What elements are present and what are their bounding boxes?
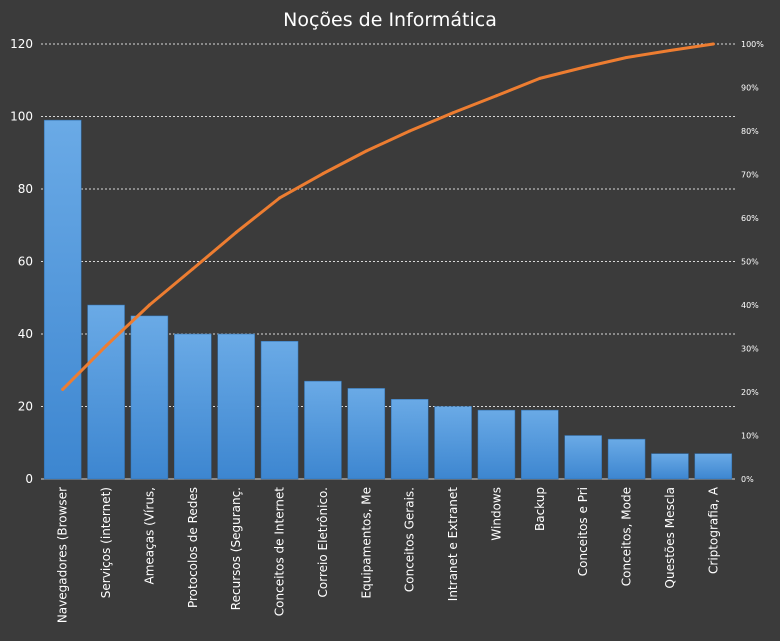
bar	[521, 409, 559, 480]
chart-title: Noções de Informática	[283, 9, 497, 31]
line-point	[61, 387, 65, 391]
cumulative-line	[61, 42, 715, 391]
y-tick-label: 120	[10, 37, 33, 51]
line-point	[278, 196, 282, 200]
category-label: Serviços (internet)	[99, 487, 113, 598]
line-point	[581, 65, 585, 69]
category-label: Equipamentos, Me	[359, 487, 373, 598]
category-labels: Navegadores (Browser Serviços (internet) A…	[56, 486, 721, 623]
bar	[174, 333, 212, 480]
category-label: Correio Eletrônico.	[316, 487, 330, 597]
y2-tick-label: 100%	[741, 40, 764, 49]
bar	[347, 388, 386, 480]
line-point	[625, 55, 629, 59]
bar	[217, 333, 255, 480]
bar	[607, 438, 646, 480]
line-point	[234, 230, 238, 234]
bar	[434, 406, 472, 480]
category-label: Navegadores (Browser	[56, 487, 70, 623]
y-tick-label: 80	[18, 182, 33, 196]
category-label: Ameaças (Vírus,	[142, 487, 156, 584]
bar	[694, 453, 733, 480]
category-label: Backup	[533, 487, 547, 531]
line-point	[104, 344, 108, 348]
left-axis: 0 20 40 60 80 100 120	[10, 37, 33, 486]
category-label: Criptografia, A	[706, 486, 720, 574]
y2-tick-label: 90%	[741, 84, 759, 93]
bar	[390, 399, 429, 480]
category-label: Protocolos de Redes	[186, 487, 200, 608]
y-tick-label: 20	[18, 400, 33, 414]
y2-tick-label: 20%	[741, 388, 759, 397]
bar	[260, 341, 299, 480]
bar	[43, 119, 82, 480]
category-label: Conceitos, Mode	[620, 487, 634, 586]
bar	[304, 380, 342, 480]
category-label: Conceitos de Internet	[273, 487, 287, 617]
line-point	[364, 149, 368, 153]
category-label: Conceitos e Pri	[576, 487, 590, 576]
line-point	[408, 129, 412, 133]
y-tick-label: 100	[10, 110, 33, 124]
y2-tick-label: 40%	[741, 301, 759, 310]
y-tick-label: 0	[25, 472, 33, 486]
line-point	[147, 303, 151, 307]
bar	[130, 315, 169, 480]
y2-tick-label: 60%	[741, 214, 759, 223]
bar	[477, 409, 516, 480]
line-point	[711, 42, 715, 46]
category-label: Conceitos Gerais.	[403, 487, 417, 592]
right-axis: 0% 10% 20% 30% 40% 50% 60% 70% 80% 90% 100%	[741, 40, 764, 484]
bar-series	[43, 119, 733, 480]
y-tick-label: 40	[18, 327, 33, 341]
line-point	[668, 49, 672, 53]
line-point	[494, 94, 498, 98]
category-label: Recursos (Seguranç.	[229, 487, 243, 610]
bar	[87, 304, 125, 480]
y2-tick-label: 0%	[741, 475, 754, 484]
y2-tick-label: 30%	[741, 345, 759, 354]
y2-tick-label: 70%	[741, 171, 759, 180]
cumulative-line-series	[61, 42, 715, 391]
y2-tick-label: 50%	[741, 258, 759, 267]
y-tick-label: 60	[18, 255, 33, 269]
bar	[651, 453, 689, 480]
line-point	[321, 172, 325, 176]
y2-tick-label: 10%	[741, 432, 759, 441]
y2-tick-label: 80%	[741, 127, 759, 136]
category-label: Questões Mescla	[663, 487, 677, 588]
category-label: Intranet e Extranet	[446, 487, 460, 602]
bar	[564, 435, 602, 480]
line-point	[538, 76, 542, 80]
line-point	[191, 267, 195, 271]
line-point	[451, 111, 455, 115]
category-label: Windows	[489, 487, 503, 541]
